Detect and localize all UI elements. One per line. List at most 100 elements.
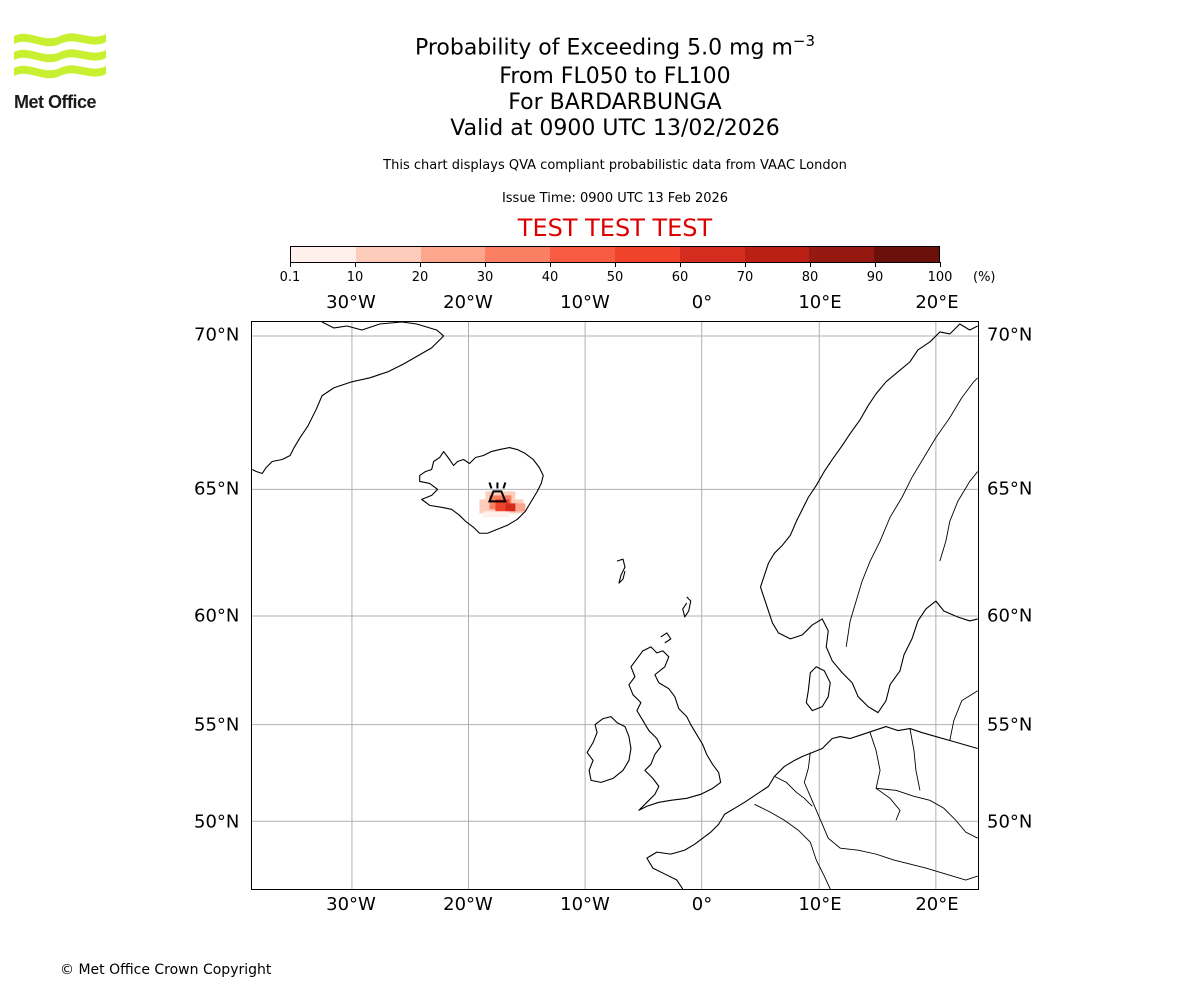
coast-orkney [660,632,672,644]
coast-ireland [586,716,632,783]
lat-label: 55°N [987,714,1033,736]
lon-label: 10°W [560,894,610,915]
copyright: © Met Office Crown Copyright [60,962,272,978]
lat-label: 50°N [987,811,1033,833]
colorbar-tick-mark [420,262,421,267]
colorbar-tick-mark [290,262,291,267]
lon-label: 20°W [443,292,493,313]
valid-time: Valid at 0900 UTC 13/02/2026 [450,116,780,141]
lon-label: 30°W [326,292,376,313]
colorbar-tick-label: 40 [541,270,559,285]
coast-iceland [419,447,544,534]
colorbar-tick-label: 0.1 [279,270,301,285]
issue-time: Issue Time: 0900 UTC 13 Feb 2026 [501,191,729,206]
colorbar-segment [744,247,810,262]
test-banner: TEST TEST TEST [517,214,713,242]
colorbar-tick-label: 80 [801,270,819,285]
lat-label: 50°N [194,811,240,833]
colorbar-tick-mark [940,262,941,267]
colorbar-tick-mark [550,262,551,267]
colorbar [290,246,940,263]
border-germany-west [803,752,841,849]
coast-faroes [616,558,626,584]
chart-title: Probability of Exceeding 5.0 mg m−3 [300,28,930,61]
coast-scandinavia [759,323,978,714]
graticule [252,322,978,889]
colorbar-tick-label: 20 [411,270,429,285]
lon-label: 20°W [443,894,493,915]
plume-cell [495,499,510,512]
colorbar-tick-label: 90 [866,270,884,285]
volcano-cone [487,490,507,503]
lon-label: 10°E [798,894,842,915]
country-borders [754,377,978,889]
volcano-plume-line [488,482,493,489]
met-office-logo: Met Office [14,30,124,116]
lat-label: 70°N [194,324,240,346]
lon-label: 0° [691,894,713,915]
colorbar-tick-label: 60 [671,270,689,285]
colorbar-tick-label: 70 [736,270,754,285]
border-poland [909,728,921,791]
lon-label: 20°E [915,292,959,313]
coast-great-britain [628,646,722,811]
map-panel [251,321,979,890]
colorbar-segment [874,247,939,262]
volcano-name: For BARDARBUNGA [508,90,722,115]
colorbar-tick-mark [810,262,811,267]
colorbar-tick-mark [875,262,876,267]
map-svg [252,322,978,889]
volcano-plume-line [502,482,507,489]
coast-denmark [805,666,831,712]
coastlines [252,322,978,889]
colorbar-tick-label: 100 [927,270,953,285]
colorbar-tick-label: 50 [606,270,624,285]
info-text: This chart displays QVA compliant probab… [383,158,847,173]
logo-text: Met Office [14,92,97,112]
colorbar-segment [420,247,486,262]
lat-label: 65°N [987,478,1033,500]
coast-greenland [252,322,445,475]
lat-label: 55°N [194,714,240,736]
flight-level-range: From FL050 to FL100 [499,64,731,89]
colorbar-segment [485,247,551,262]
lon-label: 10°E [798,292,842,313]
title-prefix: Probability of Exceeding 5.0 mg m [414,35,793,61]
lat-label: 65°N [194,478,240,500]
lat-label: 60°N [987,605,1033,627]
colorbar-segment [550,247,615,262]
colorbar-unit: (%) [973,270,996,285]
lon-label: 10°W [560,292,610,313]
border-germany-east [869,732,901,821]
lat-label: 60°N [194,605,240,627]
met-office-waves-icon [14,33,106,79]
colorbar-tick-mark [615,262,616,267]
coast-continent [646,726,978,889]
lat-label: 70°N [987,324,1033,346]
colorbar-segment [809,247,875,262]
title-exponent: −3 [792,32,816,50]
border-norway-sweden [845,377,978,647]
border-sweden-finland [939,471,978,562]
plume-cell [505,503,518,512]
colorbar-tick-label: 10 [346,270,364,285]
colorbar-tick-mark [680,262,681,267]
lon-label: 30°W [326,894,376,915]
colorbar-tick-mark [745,262,746,267]
colorbar-segment [355,247,421,262]
border-austria [840,847,978,881]
border-france [754,803,831,889]
border-czech [876,787,978,839]
border-baltic [949,690,978,741]
plume-cell [515,503,526,512]
plume-cell [483,511,510,518]
colorbar-tick-label: 30 [476,270,494,285]
volcano-icon [487,482,507,503]
colorbar-segment [291,247,356,262]
colorbar-segment [614,247,680,262]
lon-label: 0° [691,292,713,313]
border-benelux [774,775,813,807]
colorbar-tick-mark [355,262,356,267]
coast-shetland [682,596,692,618]
lon-label: 20°E [915,894,959,915]
